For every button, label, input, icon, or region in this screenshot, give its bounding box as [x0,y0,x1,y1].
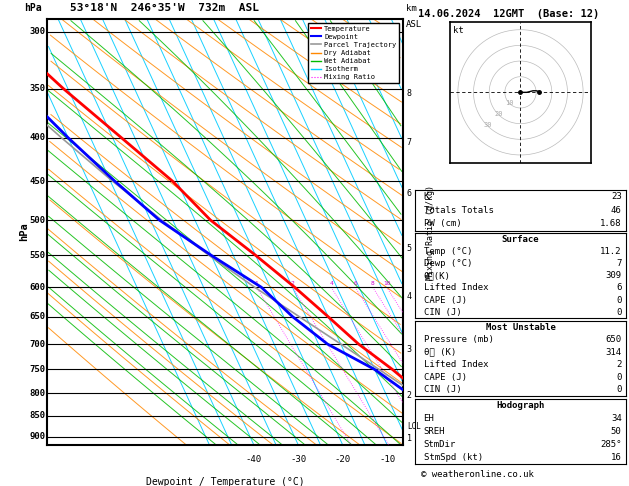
Text: ASL: ASL [406,20,422,29]
Text: Dewp (°C): Dewp (°C) [423,259,472,268]
Text: 7: 7 [616,259,621,268]
Text: 700: 700 [30,340,45,348]
Text: Totals Totals: Totals Totals [423,206,493,215]
Text: 6: 6 [616,283,621,293]
Text: 600: 600 [30,283,45,292]
Text: 314: 314 [606,347,621,357]
Text: CAPE (J): CAPE (J) [423,373,467,382]
Text: 3: 3 [407,345,412,354]
Text: Dewpoint / Temperature (°C): Dewpoint / Temperature (°C) [145,477,304,486]
Text: Mixing Ratio (g/kg): Mixing Ratio (g/kg) [426,185,435,279]
Text: Lifted Index: Lifted Index [423,360,488,369]
Text: -30: -30 [290,455,306,464]
Text: 650: 650 [30,312,45,321]
Text: 400: 400 [30,133,45,142]
Text: 8: 8 [371,280,375,286]
Text: 16: 16 [611,453,621,462]
Legend: Temperature, Dewpoint, Parcel Trajectory, Dry Adiabat, Wet Adiabat, Isotherm, Mi: Temperature, Dewpoint, Parcel Trajectory… [308,23,399,83]
Text: 46: 46 [611,206,621,215]
Text: 0: 0 [616,385,621,394]
Text: 14.06.2024  12GMT  (Base: 12): 14.06.2024 12GMT (Base: 12) [418,9,599,19]
Text: 1: 1 [255,280,259,286]
Text: 6: 6 [353,280,357,286]
Text: 23: 23 [611,192,621,201]
Text: 34: 34 [611,414,621,423]
Text: 309: 309 [606,271,621,280]
Text: CIN (J): CIN (J) [423,385,461,394]
Text: 650: 650 [606,335,621,344]
Text: 53°18'N  246°35'W  732m  ASL: 53°18'N 246°35'W 732m ASL [70,3,259,13]
Text: 800: 800 [30,389,45,398]
Text: 5: 5 [407,244,412,253]
Text: 50: 50 [611,427,621,436]
Text: Hodograph: Hodograph [496,400,545,410]
Text: 11.2: 11.2 [600,247,621,256]
Text: Surface: Surface [502,235,539,244]
Text: kt: kt [453,26,464,35]
Text: 10: 10 [383,280,391,286]
Text: 1: 1 [407,434,412,443]
Text: PW (cm): PW (cm) [423,220,461,228]
Text: Pressure (mb): Pressure (mb) [423,335,493,344]
Text: 750: 750 [30,365,45,374]
Text: 10: 10 [505,100,514,106]
Text: 2: 2 [616,360,621,369]
Text: 4: 4 [407,292,412,301]
Text: CIN (J): CIN (J) [423,308,461,317]
Text: θᴄ(K): θᴄ(K) [423,271,450,280]
Text: 2: 2 [407,391,412,400]
Text: 0: 0 [616,295,621,305]
Text: 285°: 285° [600,440,621,449]
Text: 30: 30 [483,122,492,128]
Text: CAPE (J): CAPE (J) [423,295,467,305]
Text: 7: 7 [407,138,412,147]
Text: hPa: hPa [19,223,29,242]
Text: 500: 500 [30,216,45,225]
Text: 1.68: 1.68 [600,220,621,228]
Text: 550: 550 [30,251,45,260]
Text: Lifted Index: Lifted Index [423,283,488,293]
Text: StmSpd (kt): StmSpd (kt) [423,453,482,462]
Text: LCL: LCL [407,422,421,431]
Text: EH: EH [423,414,434,423]
Text: -10: -10 [379,455,395,464]
Text: 300: 300 [30,27,45,36]
Text: Temp (°C): Temp (°C) [423,247,472,256]
Text: 0: 0 [616,373,621,382]
Text: SREH: SREH [423,427,445,436]
Text: 4: 4 [330,280,333,286]
Text: 8: 8 [407,89,412,99]
Text: km: km [406,4,417,13]
Text: θᴄ (K): θᴄ (K) [423,347,456,357]
Text: 0: 0 [616,308,621,317]
Text: Most Unstable: Most Unstable [486,323,555,331]
Text: 2: 2 [291,280,294,286]
Text: 450: 450 [30,177,45,186]
Text: 900: 900 [30,432,45,441]
Text: 850: 850 [30,411,45,420]
Text: StmDir: StmDir [423,440,456,449]
Text: hPa: hPa [24,3,42,13]
Text: 6: 6 [407,189,412,198]
Text: 20: 20 [494,111,503,117]
Text: 350: 350 [30,84,45,93]
Text: K: K [423,192,429,201]
Text: -20: -20 [335,455,350,464]
Text: -40: -40 [246,455,262,464]
Text: © weatheronline.co.uk: © weatheronline.co.uk [421,469,534,479]
